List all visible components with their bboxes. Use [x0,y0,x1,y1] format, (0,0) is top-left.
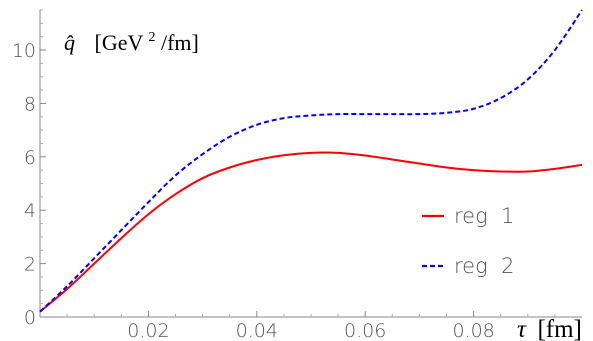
y-tick-label: 8 [24,93,36,115]
y-axis-unit-sup: 2 [148,30,155,45]
x-axis-label: τ [fm] [517,316,582,341]
y-axis-symbol: q̂ [64,30,75,55]
series-line-1 [39,151,583,313]
legend-item-reg-1: reg 1 [422,204,514,228]
x-tick-label: 0.02 [127,320,169,341]
y-axis-unit-suffix: /fm] [161,30,199,55]
plot-area: 0.02 0.04 0.06 0.08 0 2 4 6 8 10 [12,9,583,341]
legend-item-reg-2: reg 2 [422,254,514,278]
y-tick-label: 6 [24,147,36,169]
y-tick-label: 10 [12,40,36,62]
x-tick-label: 0.04 [236,320,278,341]
x-axis-unit: [fm] [537,316,581,341]
x-axis-symbol: τ [517,316,527,341]
series-layer [39,9,583,313]
y-axis-unit-prefix: [GeV [95,30,144,55]
x-tick-label: 0.06 [344,320,386,341]
axis-ticks: 0.02 0.04 0.06 0.08 0 2 4 6 8 10 [12,9,556,341]
legend: reg 1 reg 2 [422,204,514,278]
y-axis-label: q̂ [GeV 2 /fm] [64,21,199,55]
legend-label-reg-2: reg 2 [454,254,514,278]
y-tick-label: 0 [24,307,36,329]
legend-label-reg-1: reg 1 [454,204,514,228]
x-tick-label: 0.08 [452,320,494,341]
y-tick-label: 2 [24,254,36,276]
y-tick-label: 4 [24,200,36,222]
